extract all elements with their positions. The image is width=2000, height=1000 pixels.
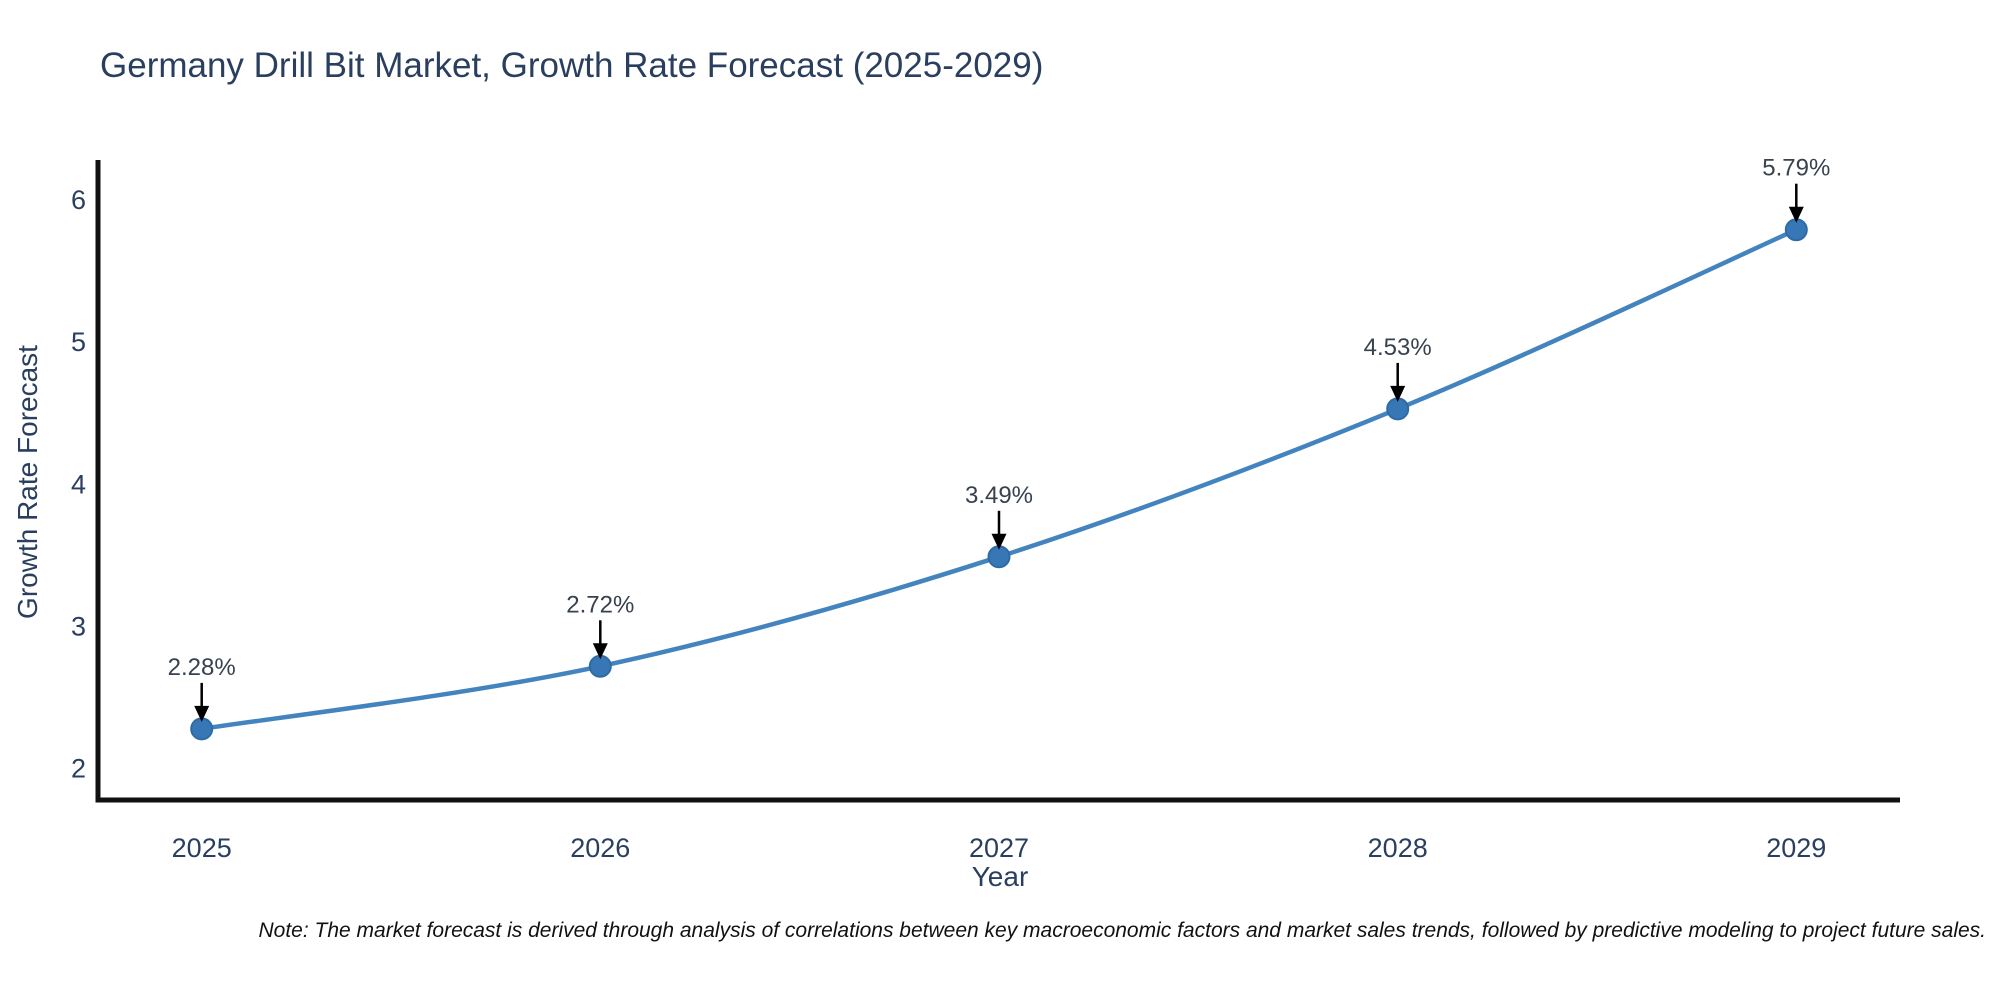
annotation-label-2026: 2.72% xyxy=(566,591,634,618)
chart-footnote: Note: The market forecast is derived thr… xyxy=(258,919,1987,942)
y-tick-label-5: 5 xyxy=(71,327,86,357)
trend-line xyxy=(199,227,1799,732)
y-tick-label-3: 3 xyxy=(71,612,86,642)
annotation-arrow-head-2026 xyxy=(592,643,608,660)
axis-spines xyxy=(95,160,1900,803)
x-tick-label-2026: 2026 xyxy=(570,833,630,863)
annotation-arrow-head-2028 xyxy=(1390,385,1406,402)
x-axis-title: Year xyxy=(971,861,1029,892)
annotation-label-2025: 2.28% xyxy=(168,654,236,681)
x-tick-label-2029: 2029 xyxy=(1766,833,1826,863)
y-tick-label-4: 4 xyxy=(71,469,86,499)
y-tick-label-6: 6 xyxy=(71,185,86,215)
y-tick-label-2: 2 xyxy=(71,754,86,784)
x-tick-label-2028: 2028 xyxy=(1368,833,1428,863)
x-tick-label-2027: 2027 xyxy=(969,833,1029,863)
chart-title: Germany Drill Bit Market, Growth Rate Fo… xyxy=(100,46,1044,85)
annotation-arrow-head-2027 xyxy=(991,533,1007,550)
x-tick-label-2025: 2025 xyxy=(172,833,232,863)
annotation-arrow-head-2029 xyxy=(1788,206,1804,223)
annotation-label-2027: 3.49% xyxy=(965,482,1033,509)
annotation-label-2028: 4.53% xyxy=(1364,334,1432,361)
annotation-label-2029: 5.79% xyxy=(1762,155,1830,182)
annotation-arrow-head-2025 xyxy=(194,705,210,722)
